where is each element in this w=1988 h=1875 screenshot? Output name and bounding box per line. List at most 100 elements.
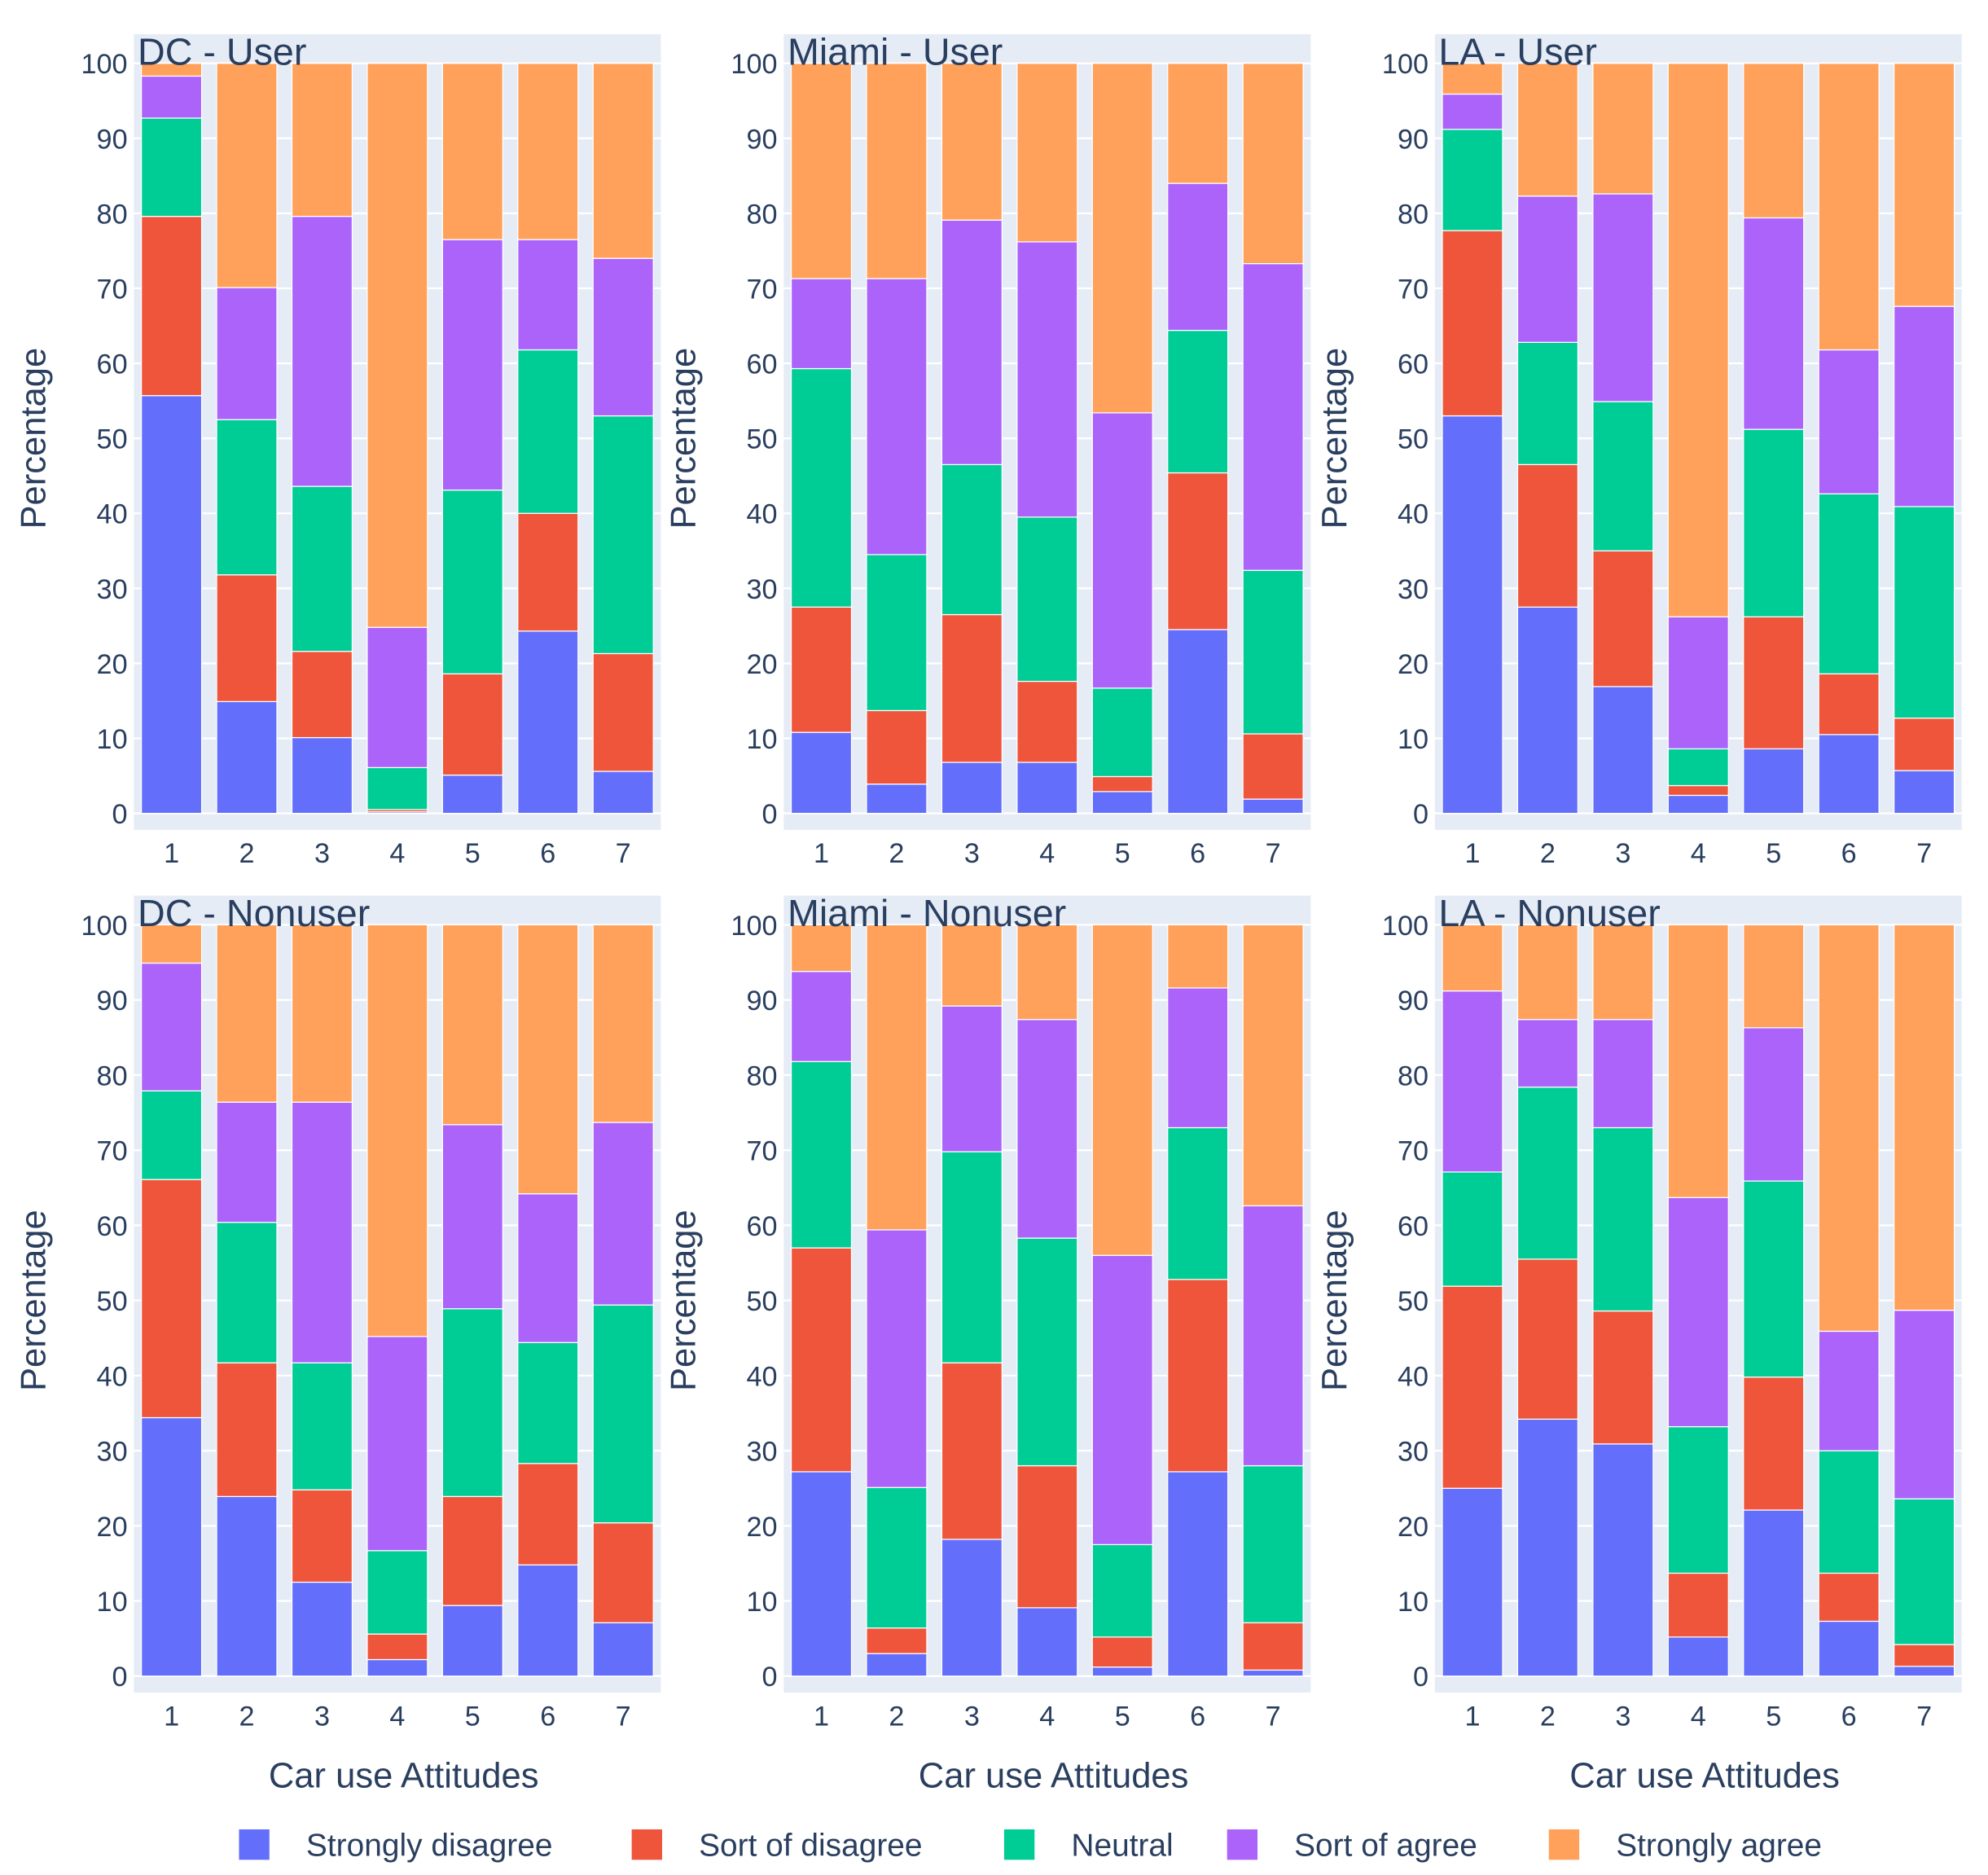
bar-segment-neutral xyxy=(1743,428,1805,617)
x-tick-label: 5 xyxy=(1766,838,1781,869)
bar-segment-strongly-agree xyxy=(866,63,928,279)
x-tick-label: 7 xyxy=(616,1701,631,1732)
bar-segment-neutral xyxy=(1167,1126,1229,1280)
bar-segment-strongly-agree xyxy=(517,63,579,240)
bar-segment-sort-of-disagree xyxy=(1091,775,1153,793)
bar-segment-neutral xyxy=(866,1486,928,1629)
bar-segment-strongly-agree xyxy=(1442,924,1503,992)
bar-segment-sort-of-agree xyxy=(1894,305,1955,507)
y-tick-label: 30 xyxy=(746,574,777,605)
bar-segment-sort-of-disagree xyxy=(1894,718,1955,771)
y-tick-label: 0 xyxy=(1413,799,1428,830)
bar-segment-sort-of-agree xyxy=(790,278,853,370)
x-tick-label: 4 xyxy=(1691,1701,1706,1732)
legend-item-strongly-disagree: Strongly disagree xyxy=(239,1829,552,1864)
bar-segment-sort-of-agree xyxy=(941,1005,1003,1153)
y-tick-label: 60 xyxy=(97,1211,128,1242)
legend-swatch xyxy=(1227,1829,1258,1860)
y-tick-label: 40 xyxy=(97,499,128,530)
x-tick-label: 5 xyxy=(465,1701,481,1732)
x-tick-label: 3 xyxy=(964,838,980,869)
bar-segment-sort-of-disagree xyxy=(141,1179,203,1419)
bar-segment-sort-of-agree xyxy=(592,257,654,417)
bar-segment-neutral xyxy=(291,485,353,652)
bar-segment-sort-of-disagree xyxy=(216,1362,278,1497)
bar-segment-strongly-disagree xyxy=(592,771,654,815)
subplot-title: DC - User xyxy=(138,30,306,72)
bar-segment-sort-of-disagree xyxy=(1242,1622,1304,1671)
bar-segment-sort-of-agree xyxy=(790,971,853,1062)
bar-segment-sort-of-disagree xyxy=(517,512,579,632)
legend-item-neutral: Neutral xyxy=(1003,1829,1174,1864)
bar-segment-neutral xyxy=(790,1060,853,1249)
y-tick-label: 10 xyxy=(1398,724,1428,755)
bar-segment-sort-of-agree xyxy=(1442,93,1503,130)
y-tick-label: 70 xyxy=(97,274,128,305)
bar-segment-sort-of-disagree xyxy=(1667,1572,1729,1638)
bar-segment-strongly-agree xyxy=(1442,63,1503,95)
bar-segment-sort-of-agree xyxy=(1592,193,1654,402)
y-tick-label: 40 xyxy=(746,1361,777,1392)
bar-segment-strongly-agree xyxy=(1242,924,1304,1207)
bar-segment-strongly-disagree xyxy=(517,630,579,815)
bar-segment-strongly-agree xyxy=(790,924,853,973)
bar-segment-strongly-agree xyxy=(941,924,1003,1007)
bar-segment-neutral xyxy=(1442,129,1503,231)
y-tick-label: 10 xyxy=(746,1587,777,1618)
legend-item-sort-of-disagree: Sort of disagree xyxy=(631,1829,923,1864)
bar-segment-sort-of-agree xyxy=(1167,987,1229,1129)
bar-segment-neutral xyxy=(592,1304,654,1524)
y-tick-label: 80 xyxy=(97,1060,128,1091)
bar-segment-sort-of-agree xyxy=(366,1336,428,1552)
bar-segment-strongly-disagree xyxy=(1167,1471,1229,1677)
bar-segment-strongly-disagree xyxy=(790,731,853,815)
bar-segment-sort-of-disagree xyxy=(1242,733,1304,800)
bar-segment-strongly-agree xyxy=(1894,924,1955,1311)
bar-segment-sort-of-agree xyxy=(1592,1019,1654,1129)
x-tick-label: 7 xyxy=(1266,838,1281,869)
bar-segment-neutral xyxy=(216,1222,278,1363)
y-tick-label: 60 xyxy=(746,349,777,380)
y-tick-label: 90 xyxy=(1398,986,1428,1017)
bar-segment-strongly-agree xyxy=(1818,924,1880,1333)
subplot-title: Miami - Nonuser xyxy=(788,892,1066,934)
bar-segment-neutral xyxy=(1091,1543,1153,1638)
bar-segment-neutral xyxy=(1818,1450,1880,1574)
bar-segment-sort-of-agree xyxy=(1667,616,1729,750)
x-tick-label: 7 xyxy=(1916,1701,1932,1732)
x-tick-label: 6 xyxy=(540,1701,555,1732)
bar-segment-strongly-agree xyxy=(1592,63,1654,195)
bar-segment-strongly-agree xyxy=(291,63,353,217)
y-tick-label: 90 xyxy=(746,124,777,155)
legend-label: Strongly agree xyxy=(1616,1829,1822,1864)
y-tick-label: 20 xyxy=(746,1512,777,1543)
legend-swatch xyxy=(1003,1829,1035,1860)
bar-segment-neutral xyxy=(1242,569,1304,735)
x-tick-label: 1 xyxy=(164,1701,179,1732)
bar-segment-strongly-agree xyxy=(1743,924,1805,1029)
y-tick-label: 40 xyxy=(1398,1361,1428,1392)
bar-segment-neutral xyxy=(291,1362,353,1491)
bar-segment-sort-of-disagree xyxy=(1818,673,1880,736)
bar-segment-sort-of-disagree xyxy=(1592,1310,1654,1445)
bar-segment-sort-of-agree xyxy=(291,215,353,487)
legend: Strongly disagree Sort of disagree Neutral… xyxy=(239,1829,1822,1864)
bar-segment-sort-of-disagree xyxy=(1743,616,1805,750)
y-tick-label: 40 xyxy=(1398,499,1428,530)
x-tick-label: 3 xyxy=(1615,1701,1630,1732)
bar-segment-neutral xyxy=(1516,1087,1579,1260)
bar-segment-strongly-disagree xyxy=(441,1605,503,1677)
y-tick-label: 30 xyxy=(97,574,128,605)
y-tick-label: 80 xyxy=(746,199,777,230)
bar-segment-strongly-agree xyxy=(1818,63,1880,351)
y-tick-label: 0 xyxy=(1413,1662,1428,1693)
bar-segment-neutral xyxy=(1667,1425,1729,1574)
bar-segment-strongly-agree xyxy=(1242,63,1304,265)
bar-segment-strongly-disagree xyxy=(1516,1418,1579,1677)
y-tick-label: 50 xyxy=(1398,1286,1428,1317)
legend-swatch xyxy=(631,1829,662,1860)
bar-segment-neutral xyxy=(366,766,428,810)
bar-segment-neutral xyxy=(1894,1498,1955,1645)
y-tick-label: 50 xyxy=(97,424,128,455)
